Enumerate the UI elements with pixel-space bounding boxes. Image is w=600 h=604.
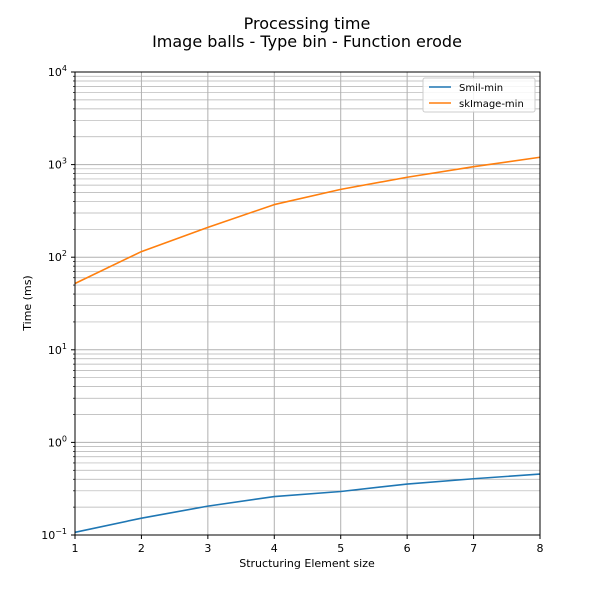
y-axis-label: Time (ms) xyxy=(21,275,34,331)
x-tick-label: 2 xyxy=(138,542,145,555)
x-tick-label: 4 xyxy=(271,542,278,555)
series-layer xyxy=(74,156,541,534)
x-tick-label: 8 xyxy=(537,542,544,555)
chart-title: Processing time xyxy=(244,14,371,33)
y-tick-label: 101 xyxy=(48,342,67,357)
legend: Smil-min skImage-min xyxy=(422,77,536,113)
y-tick-label: 10−1 xyxy=(41,527,67,542)
x-tick-label: 7 xyxy=(470,542,477,555)
axis-ticks: 1 2 3 4 5 6 7 8 10−1 100 101 102 103 104 xyxy=(41,64,543,555)
x-tick-label: 3 xyxy=(204,542,211,555)
plot-area-frame xyxy=(74,71,541,536)
legend-label: skImage-min xyxy=(459,99,524,110)
y-tick-label: 104 xyxy=(48,64,67,79)
x-axis-label: Structuring Element size xyxy=(239,557,375,570)
legend-label: Smil-min xyxy=(459,83,503,94)
chart-subtitle: Image balls - Type bin - Function erode xyxy=(152,32,462,51)
x-tick-label: 5 xyxy=(337,542,344,555)
y-tick-label: 102 xyxy=(48,249,67,264)
x-tick-label: 1 xyxy=(72,542,79,555)
y-tick-label: 103 xyxy=(48,157,67,172)
series-line-skimage-min xyxy=(74,156,541,285)
grid-layer xyxy=(74,71,541,536)
y-tick-label: 100 xyxy=(48,434,67,449)
series-line-smil-min xyxy=(74,473,541,534)
x-tick-label: 6 xyxy=(404,542,411,555)
